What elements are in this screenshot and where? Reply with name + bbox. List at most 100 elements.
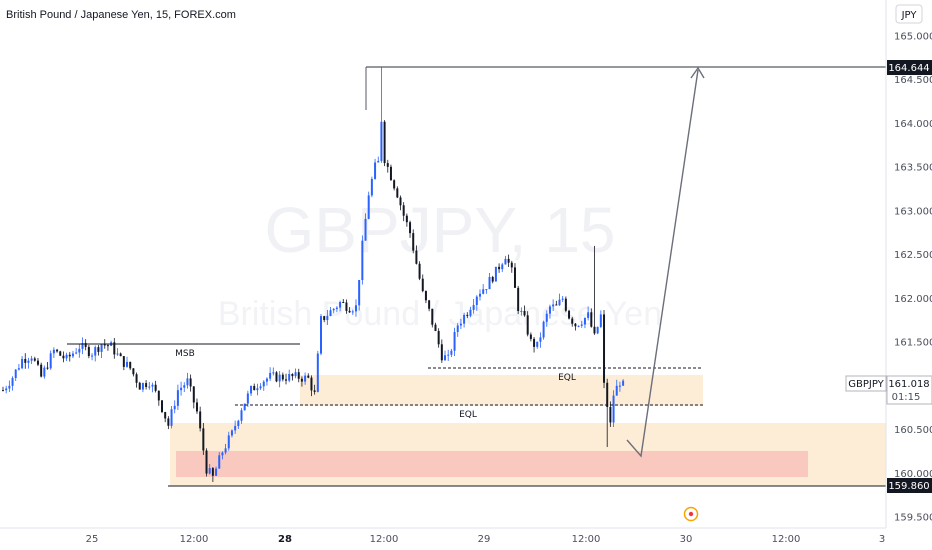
candle-body xyxy=(119,353,122,357)
candle-body xyxy=(294,372,297,377)
currency-button-label: JPY xyxy=(901,10,918,21)
candle-body xyxy=(5,388,8,391)
candle-body xyxy=(507,258,510,263)
candle-body xyxy=(520,310,523,312)
candle-body xyxy=(583,317,586,325)
current-price-label: 161.018 xyxy=(888,379,929,390)
candle-body xyxy=(138,382,141,390)
candle-body xyxy=(297,372,300,379)
candle-body xyxy=(412,233,415,251)
x-tick-label: 12:00 xyxy=(772,534,801,545)
candle-body xyxy=(129,361,132,369)
candle-body xyxy=(472,305,475,310)
candle-body xyxy=(323,316,326,320)
candle-body xyxy=(218,455,221,469)
candle-body xyxy=(180,387,183,391)
candle-body xyxy=(603,314,606,383)
event-marker-dot xyxy=(688,511,694,517)
candle-body xyxy=(555,304,558,306)
candle-body xyxy=(269,372,272,379)
candle-body xyxy=(428,300,431,309)
candle-body xyxy=(415,250,418,264)
candle-body xyxy=(393,180,396,189)
candle-body xyxy=(485,289,488,291)
candle-body xyxy=(87,346,90,357)
y-tick-label: 164.500 xyxy=(894,75,932,86)
y-tick-label: 161.500 xyxy=(894,338,932,349)
candle-body xyxy=(189,378,192,387)
candle-body xyxy=(596,326,599,334)
candle-body xyxy=(78,348,81,353)
candle-body xyxy=(195,402,198,412)
watermark-name: British Pound / Japanese Yen xyxy=(218,295,662,333)
y-tick-label: 163.000 xyxy=(894,206,932,217)
candle-body xyxy=(227,435,230,449)
candle-body xyxy=(46,367,49,369)
candle-body xyxy=(234,426,237,431)
currency-button[interactable] xyxy=(895,4,923,24)
y-tick-label: 160.000 xyxy=(894,469,932,480)
candle-body xyxy=(424,291,427,301)
candle-body xyxy=(421,278,424,292)
candle-body xyxy=(52,349,55,354)
candle-body xyxy=(192,386,195,403)
candle-body xyxy=(501,264,504,270)
candle-body xyxy=(364,218,367,241)
candle-body xyxy=(577,325,580,327)
candle-body xyxy=(17,368,20,370)
candle-body xyxy=(49,353,52,369)
candle-body xyxy=(475,296,478,306)
candle-body xyxy=(237,420,240,427)
candle-body xyxy=(354,305,357,312)
candle-body xyxy=(221,452,224,456)
x-tick-label: 29 xyxy=(478,534,491,545)
candle-body xyxy=(21,358,24,369)
candle-body xyxy=(396,188,399,198)
candle-body xyxy=(612,395,615,423)
candle-body xyxy=(332,308,335,311)
candle-body xyxy=(564,298,567,311)
eql-label-upper: EQL xyxy=(558,373,576,383)
candle-body xyxy=(141,383,144,390)
x-tick-label: 12:00 xyxy=(572,534,601,545)
candle-body xyxy=(14,369,17,378)
candle-body xyxy=(409,222,412,234)
candle-body xyxy=(71,353,74,357)
candle-body xyxy=(243,403,246,411)
candle-body xyxy=(313,390,316,392)
candle-body xyxy=(418,263,421,279)
candle-body xyxy=(561,298,564,300)
candle-body xyxy=(463,314,466,324)
candle-body xyxy=(370,178,373,196)
candle-body xyxy=(202,428,205,451)
candle-body xyxy=(539,337,542,342)
current-price-badge xyxy=(886,375,932,405)
candle-body xyxy=(183,385,186,388)
candle-body xyxy=(580,324,583,326)
candle-body xyxy=(288,374,291,381)
candle-body xyxy=(453,331,456,351)
candle-body xyxy=(374,162,377,179)
candle-body xyxy=(97,347,100,352)
candle-body xyxy=(281,374,284,380)
candle-body xyxy=(33,358,36,361)
candle-body xyxy=(545,313,548,322)
candle-body xyxy=(106,345,109,347)
candle-body xyxy=(320,316,322,354)
candle-body xyxy=(345,302,348,311)
candle-body xyxy=(30,358,33,361)
candle-body xyxy=(513,267,516,288)
candle-body xyxy=(122,356,125,367)
candle-body xyxy=(548,306,551,314)
candle-body xyxy=(510,262,513,268)
y-axis-ticks: 165.000 164.500 164.000 163.500 163.000 162.5… xyxy=(894,32,932,524)
candle-body xyxy=(154,384,157,391)
arrow-head xyxy=(690,66,705,79)
candle-body xyxy=(469,309,472,316)
candle-body xyxy=(440,344,443,361)
candle-body xyxy=(609,407,612,423)
candle-body xyxy=(65,354,68,359)
candle-body xyxy=(529,334,532,339)
